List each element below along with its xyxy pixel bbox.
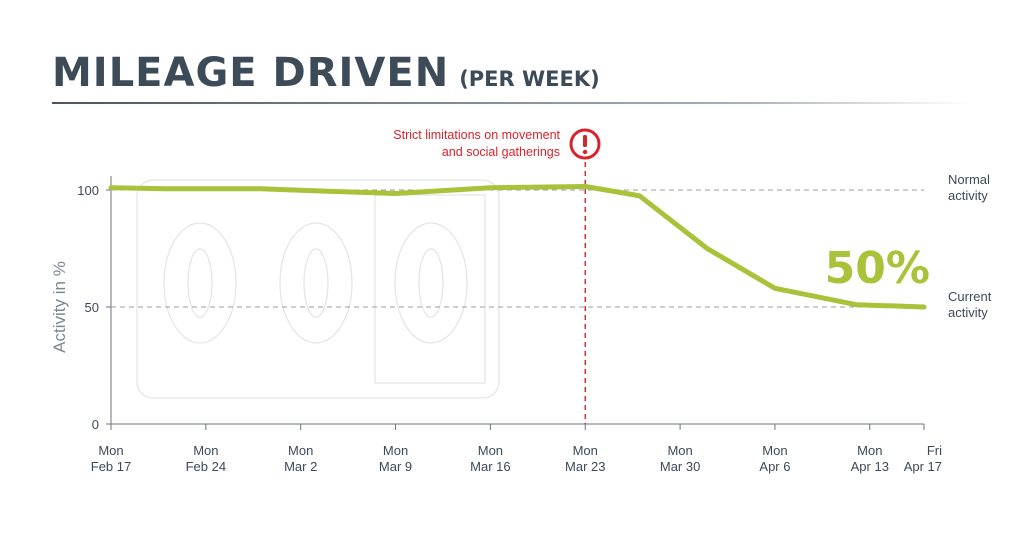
icon-ring [569,128,601,160]
reference-label: Normal [948,172,990,187]
event-annotation: and social gatherings [442,145,560,159]
event-annotation: Strict limitations on movement [393,128,560,142]
x-tick-label-day: Mon [98,443,123,458]
title-subtitle: (PER WEEK) [459,67,600,91]
exclamation-circle-icon [569,128,601,160]
title-main: MILEAGE DRIVEN [52,50,450,96]
x-tick-label-date: Mar 30 [660,459,700,474]
reference-label: Current [948,289,992,304]
reference-label: activity [948,305,988,320]
x-tick-label-day: Mon [857,443,882,458]
x-tick-label-date: Apr 13 [851,459,889,474]
reference-label: activity [948,188,988,203]
series-line [108,184,927,310]
icon-dot [582,149,588,155]
event-marker: Strict limitations on movement and social… [393,128,601,424]
y-axis-label: Activity in % [50,261,69,353]
x-tick-label-day: Mon [383,443,408,458]
current-value-callout: 50% [825,243,930,294]
chart-title: MILEAGE DRIVEN (PER WEEK) [52,50,600,96]
x-tick-label-day: Mon [573,443,598,458]
x-tick-label-date: Feb 17 [91,459,131,474]
x-tick-label-date: Apr 6 [759,459,790,474]
x-tick-label-date: Mar 16 [470,459,510,474]
x-tick-label-date: Mar 23 [565,459,605,474]
x-tick-label-day: Mon [667,443,692,458]
x-tick-label-date: Feb 24 [186,459,226,474]
data-series [108,184,927,310]
x-tick-label-day: Mon [288,443,313,458]
x-tick-label-date: Mar 9 [379,459,412,474]
y-tick-label: 50 [85,300,99,315]
y-tick-label: 0 [92,417,99,432]
title-divider [52,102,972,104]
y-tick-label: 100 [77,183,99,198]
x-tick-label-day: Mon [193,443,218,458]
icon-bar [583,135,587,147]
odometer-watermark [136,179,500,399]
x-tick-label-date: Apr 17 [904,459,942,474]
x-tick-label-day: Mon [762,443,787,458]
x-tick-label-day: Fri [927,443,942,458]
x-tick-label-day: Mon [478,443,503,458]
x-tick-label-date: Mar 2 [284,459,317,474]
chart-labels: Activity in % 50% [50,243,930,353]
